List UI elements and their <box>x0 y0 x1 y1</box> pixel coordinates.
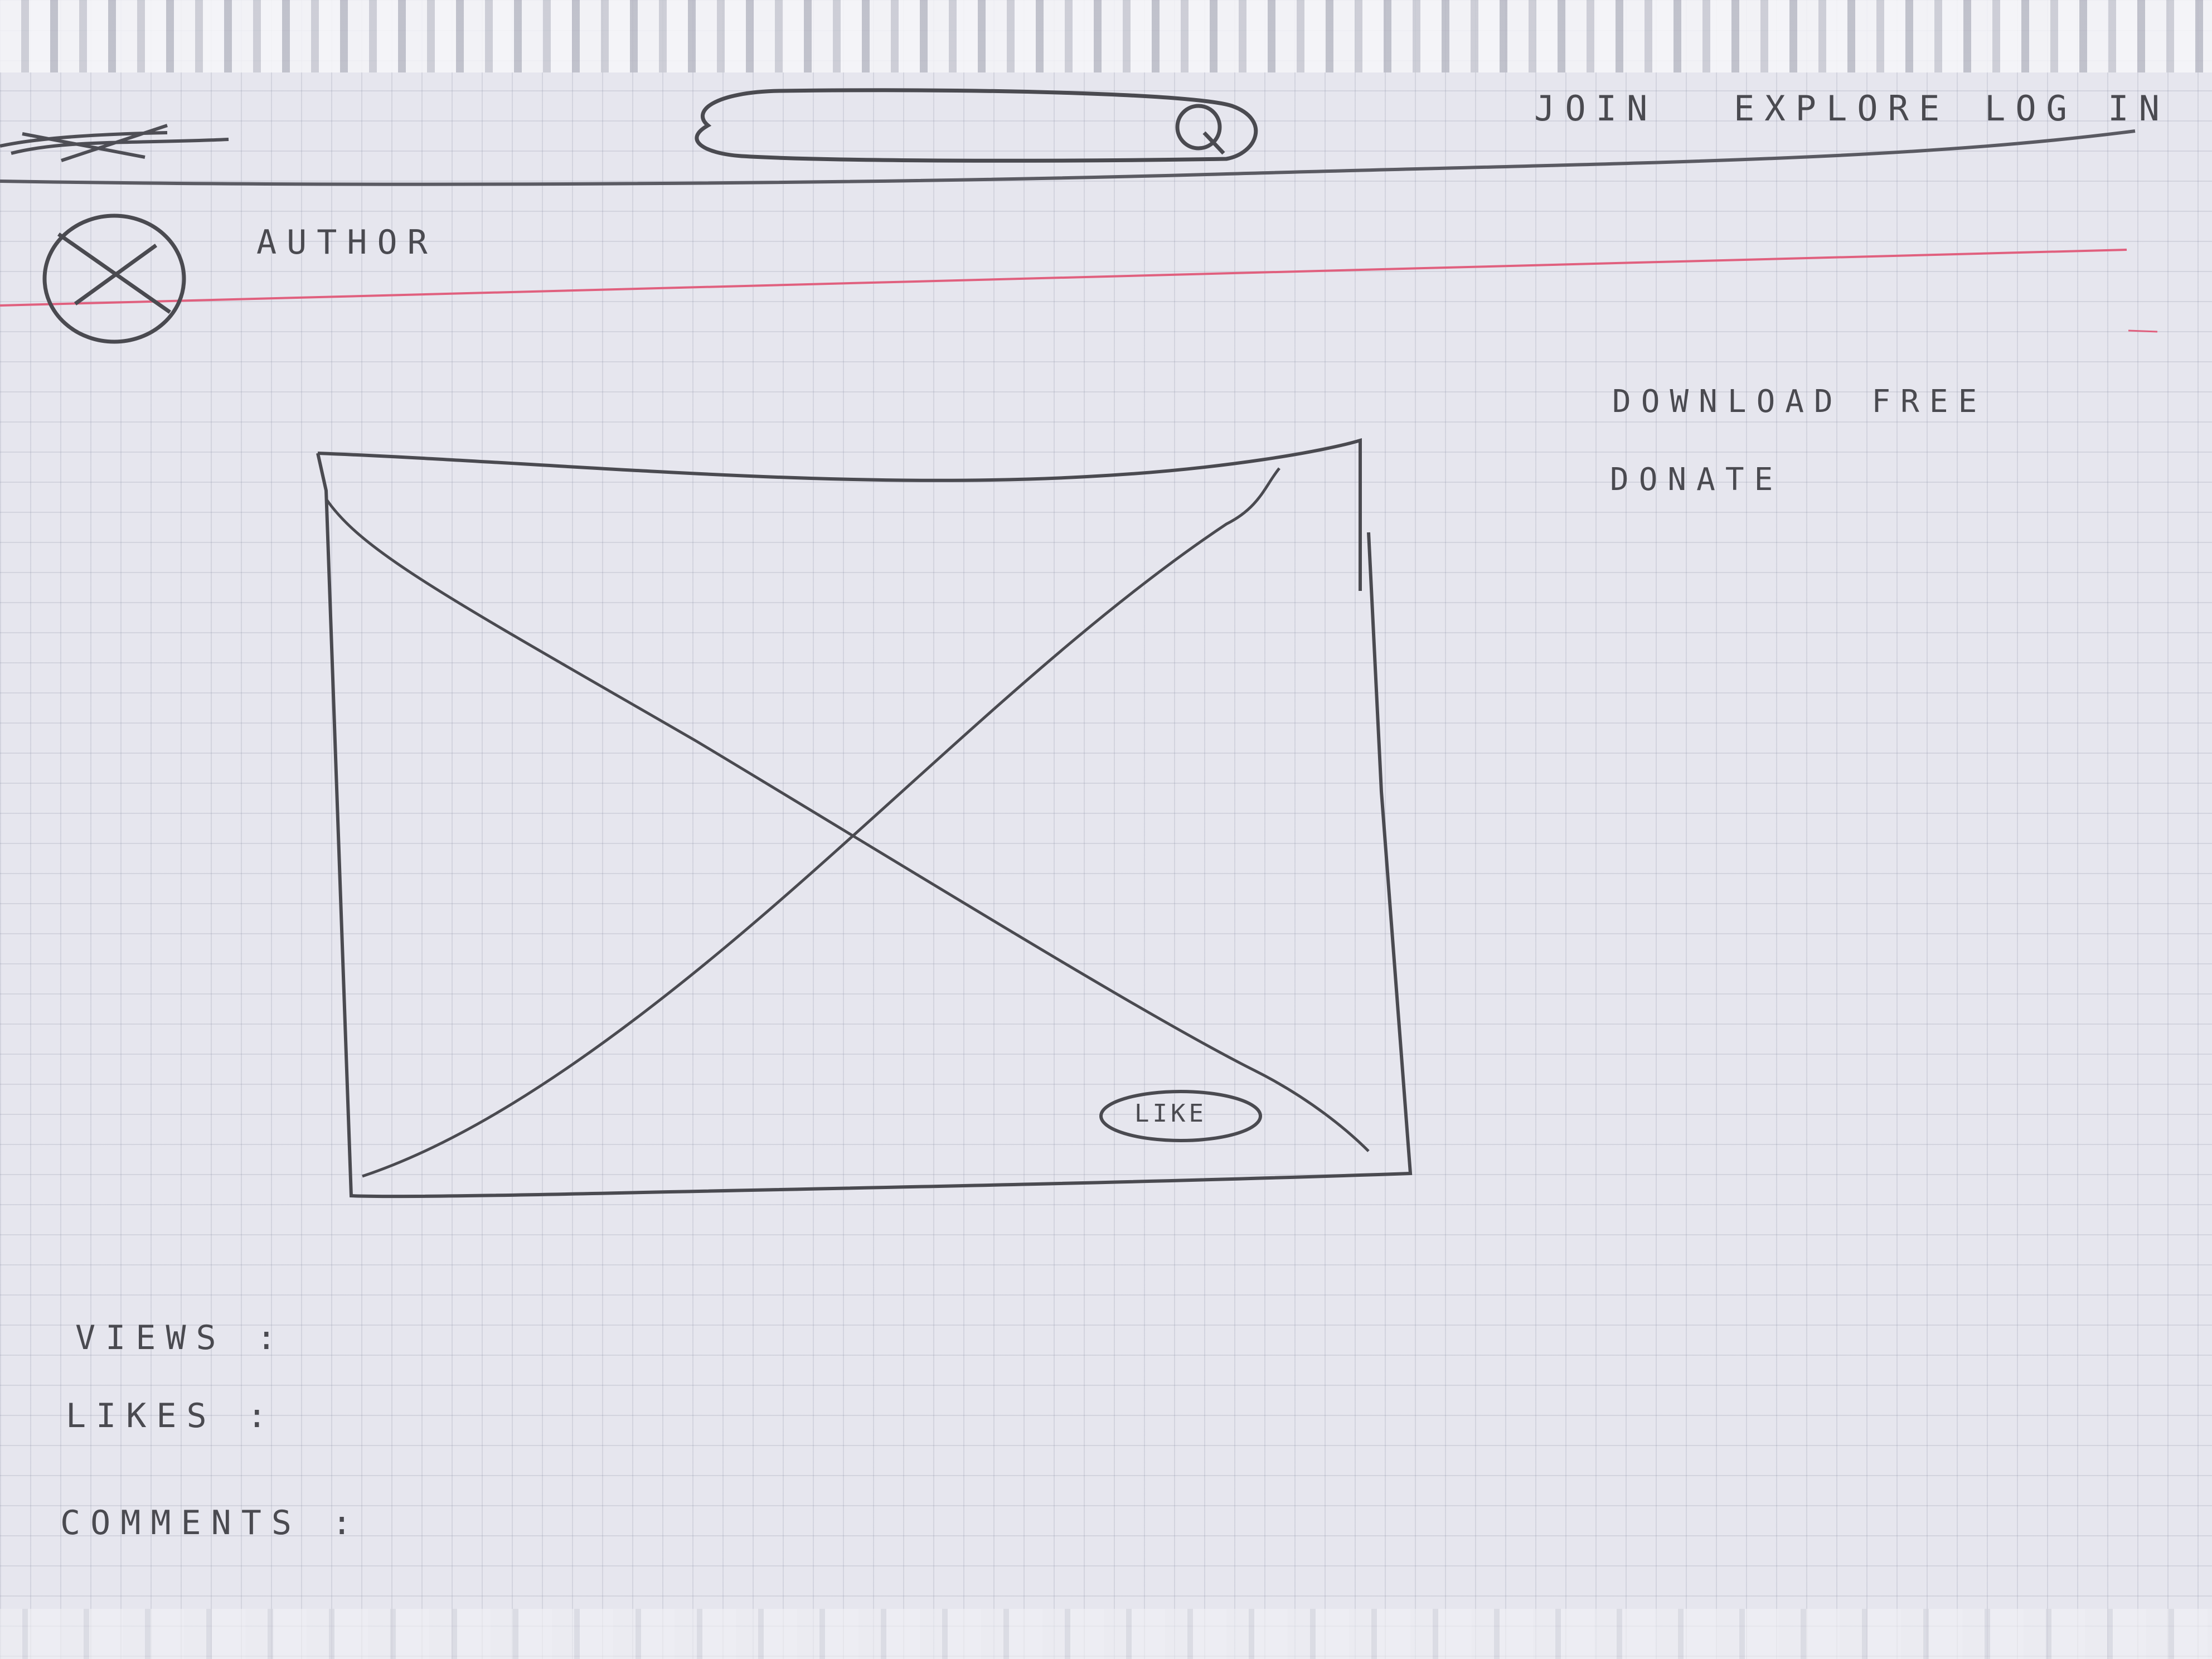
search-icon[interactable] <box>1175 104 1225 155</box>
image-placeholder-icon <box>316 438 1413 1199</box>
header-divider <box>0 129 2136 186</box>
likes-label: Likes : <box>66 1396 277 1435</box>
author-name[interactable]: Author <box>256 223 438 262</box>
donate-link[interactable]: Donate <box>1610 462 1783 498</box>
like-label[interactable]: Like <box>1134 1099 1207 1128</box>
torn-spiral-edge <box>0 0 2212 72</box>
comments-label: Comments : <box>60 1503 362 1542</box>
nav-explore-link[interactable]: Explore <box>1734 88 1950 129</box>
logo-scribble <box>0 124 229 162</box>
torn-bottom-edge <box>0 1609 2212 1659</box>
search-input[interactable] <box>695 88 1258 163</box>
nav-login-link[interactable]: Log in <box>1985 88 2170 129</box>
like-button[interactable] <box>1099 1090 1262 1142</box>
download-free-link[interactable]: Download free <box>1612 384 1987 420</box>
nav-join-link[interactable]: Join <box>1534 88 1658 129</box>
avatar-placeholder-icon <box>42 214 186 344</box>
views-label: Views : <box>75 1318 287 1357</box>
margin-line <box>0 249 2127 307</box>
margin-line-tick <box>2128 329 2158 333</box>
